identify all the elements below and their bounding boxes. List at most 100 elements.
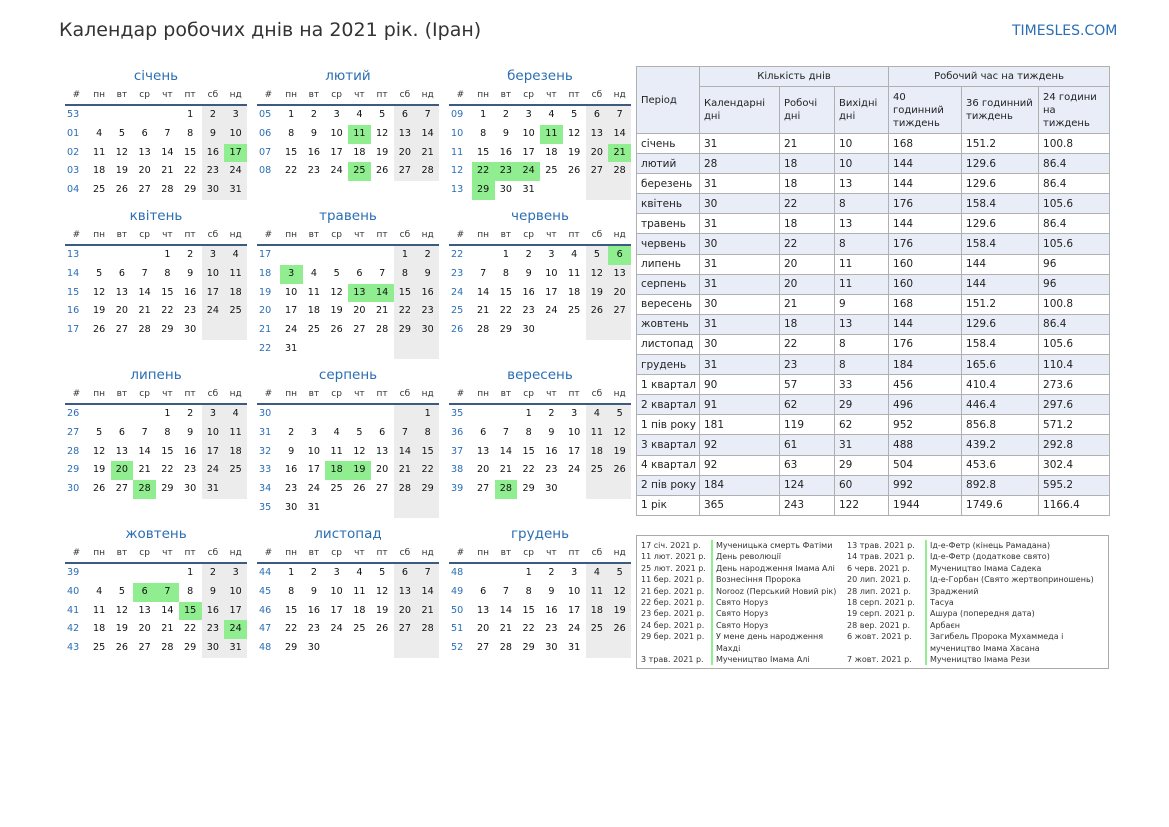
weekday-header: чт	[156, 87, 179, 106]
stats-row: листопад 30 22 8 176 158.4 105.6	[636, 333, 1111, 356]
day-cell: 10	[224, 124, 247, 144]
period-cell: червень	[636, 233, 700, 255]
day-cell	[303, 405, 326, 424]
day-cell: 21	[376, 305, 389, 317]
holiday-name: Свято Норуз	[711, 597, 847, 609]
value-cell: 86.4	[1038, 213, 1111, 235]
day-cell	[280, 405, 303, 424]
day-cell	[585, 480, 609, 499]
day-cell: 19	[568, 146, 581, 158]
day-cell	[224, 321, 247, 340]
period-cell: січень	[636, 132, 700, 155]
day-cell: 16	[201, 143, 225, 163]
day-cell: 11	[353, 585, 366, 597]
day-cell: 17	[307, 464, 320, 476]
value-cell: 86.4	[1038, 313, 1111, 335]
day-cell: 27	[376, 483, 389, 495]
day-cell: 3	[571, 567, 578, 578]
value-cell: 144	[961, 253, 1040, 275]
day-cell: 22	[499, 305, 512, 317]
day-cell: 16	[307, 146, 320, 158]
weekday-header: пт	[562, 386, 586, 405]
day-cell: 1	[187, 109, 194, 120]
day-cell: 31	[307, 501, 320, 513]
day-cell: 6	[141, 127, 148, 139]
day-cell: 27	[138, 642, 151, 654]
day-cell: 24	[517, 162, 540, 182]
day-cell: 24	[545, 305, 558, 317]
day-cell: 9	[310, 127, 317, 139]
day-cell: 5	[608, 564, 631, 583]
value-cell: 100.8	[1038, 293, 1111, 315]
value-cell: 22	[779, 333, 835, 356]
day-cell: 13	[477, 604, 490, 616]
day-cell	[393, 498, 417, 518]
day-cell: 7	[141, 267, 148, 279]
weekday-header: вт	[494, 386, 518, 405]
value-cell: 28	[699, 153, 780, 175]
weekday-header: нд	[224, 227, 247, 246]
day-cell: 2	[502, 109, 509, 120]
holiday-date: 11 лют. 2021 р.	[641, 552, 706, 562]
day-cell: 14	[161, 146, 174, 158]
day-cell: 31	[224, 639, 247, 658]
value-cell: 129.6	[961, 173, 1040, 195]
weekday-header: пн	[279, 386, 303, 405]
value-cell: 31	[699, 213, 780, 235]
day-cell: 22	[161, 305, 174, 317]
week-number: 23	[451, 267, 464, 279]
day-cell: 8	[525, 426, 532, 438]
period-cell: травень	[636, 213, 700, 235]
period-cell: 1 рік	[636, 494, 700, 516]
day-cell: 30	[201, 639, 225, 658]
value-cell: 181	[699, 414, 780, 436]
day-cell: 17	[568, 445, 581, 457]
holiday-name: У мене день народження Махді	[711, 631, 847, 655]
day-cell	[133, 405, 156, 424]
day-cell: 4	[310, 267, 317, 279]
day-cell: 20	[353, 305, 366, 317]
day-cell: 8	[187, 127, 194, 139]
day-cell: 12	[115, 146, 128, 158]
day-cell	[563, 480, 586, 499]
week-number-header: #	[449, 87, 472, 106]
weekday-header: сб	[201, 227, 225, 246]
month-name: серпень	[318, 367, 378, 383]
week-number: 02	[67, 146, 80, 158]
period-cell: 2 пів року	[636, 474, 700, 496]
day-cell: 24	[330, 165, 343, 177]
day-cell	[224, 480, 247, 499]
day-cell	[371, 340, 394, 359]
holiday-date: 21 бер. 2021 р.	[641, 586, 705, 596]
week-number-header: #	[65, 386, 88, 405]
site-link[interactable]: TIMESLES.COM	[1012, 23, 1118, 39]
day-cell: 21	[138, 305, 151, 317]
value-cell: 105.6	[1038, 193, 1111, 215]
week-number: 14	[67, 267, 80, 279]
day-cell: 18	[545, 146, 558, 158]
day-cell	[325, 340, 348, 359]
day-cell: 9	[201, 582, 225, 602]
day-cell: 9	[201, 124, 225, 144]
day-cell: 1	[525, 567, 532, 578]
week-number: 22	[259, 342, 272, 354]
day-cell: 13	[115, 445, 128, 457]
weekday-header: пн	[279, 545, 303, 564]
value-cell: 30	[699, 193, 780, 215]
holiday-date: 23 бер. 2021 р.	[641, 609, 705, 619]
day-cell: 1	[525, 408, 532, 419]
day-cell: 11	[307, 286, 320, 298]
day-cell: 15	[178, 601, 202, 621]
day-cell: 24	[224, 620, 247, 640]
day-cell: 23	[184, 464, 197, 476]
day-cell	[348, 246, 371, 265]
day-cell: 27	[138, 184, 151, 196]
day-cell: 18	[224, 283, 247, 303]
day-cell	[111, 564, 134, 583]
month-name: січень	[133, 68, 179, 84]
weekday-header: нд	[608, 545, 631, 564]
value-cell: 13	[833, 213, 890, 235]
weekday-header: пн	[471, 87, 495, 106]
day-cell: 25	[348, 162, 371, 182]
day-cell: 6	[585, 106, 609, 125]
